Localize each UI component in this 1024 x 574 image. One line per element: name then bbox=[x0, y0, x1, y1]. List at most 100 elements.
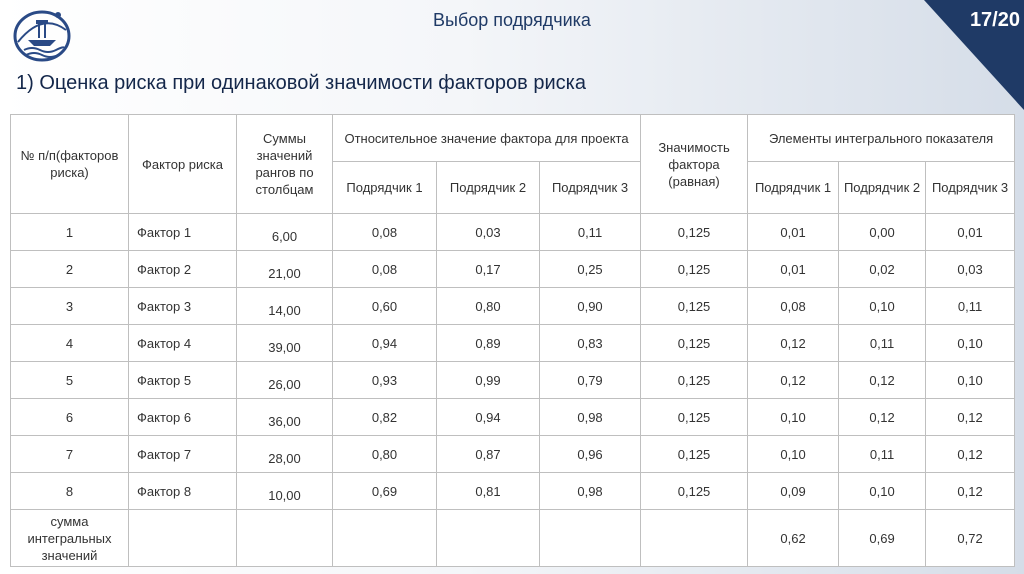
sum-label: сумма интегральных значений bbox=[10, 509, 129, 567]
cell-element-1: 0,01 bbox=[747, 250, 840, 288]
cell-sum: 6,00 bbox=[236, 213, 333, 251]
empty-cell bbox=[236, 509, 333, 567]
table-row: 8 Фактор 8 10,00 0,69 0,81 0,98 0,125 0,… bbox=[10, 472, 1016, 510]
cell-relative-3: 0,83 bbox=[538, 324, 642, 362]
empty-cell bbox=[332, 509, 437, 567]
cell-num: 2 bbox=[10, 250, 129, 288]
cell-element-2: 0,12 bbox=[838, 361, 927, 399]
cell-element-3: 0,11 bbox=[925, 287, 1016, 325]
cell-element-2: 0,12 bbox=[838, 398, 927, 436]
cell-element-2: 0,02 bbox=[838, 250, 927, 288]
cell-factor: Фактор 4 bbox=[128, 324, 237, 362]
header-contractor-3: Подрядчик 3 bbox=[538, 161, 642, 214]
cell-sum: 21,00 bbox=[236, 250, 333, 288]
cell-relative-2: 0,94 bbox=[436, 398, 540, 436]
slide-subtitle: 1) Оценка риска при одинаковой значимост… bbox=[16, 72, 586, 94]
header-factor: Фактор риска bbox=[128, 114, 237, 214]
cell-weight: 0,125 bbox=[640, 435, 749, 473]
cell-relative-3: 0,25 bbox=[538, 250, 642, 288]
cell-relative-3: 0,96 bbox=[538, 435, 642, 473]
table-row: 7 Фактор 7 28,00 0,80 0,87 0,96 0,125 0,… bbox=[10, 435, 1016, 473]
cell-weight: 0,125 bbox=[640, 472, 749, 510]
cell-relative-3: 0,98 bbox=[538, 398, 642, 436]
cell-num: 6 bbox=[10, 398, 129, 436]
cell-factor: Фактор 8 bbox=[128, 472, 237, 510]
cell-num: 8 bbox=[10, 472, 129, 510]
cell-element-2: 0,11 bbox=[838, 435, 927, 473]
cell-factor: Фактор 6 bbox=[128, 398, 237, 436]
cell-num: 3 bbox=[10, 287, 129, 325]
cell-relative-1: 0,08 bbox=[332, 213, 437, 251]
cell-sum: 36,00 bbox=[236, 398, 333, 436]
cell-element-3: 0,10 bbox=[925, 324, 1016, 362]
cell-num: 1 bbox=[10, 213, 129, 251]
cell-element-2: 0,10 bbox=[838, 472, 927, 510]
cell-factor: Фактор 5 bbox=[128, 361, 237, 399]
cell-num: 5 bbox=[10, 361, 129, 399]
cell-element-1: 0,10 bbox=[747, 435, 840, 473]
empty-cell bbox=[538, 509, 642, 567]
cell-sum: 28,00 bbox=[236, 435, 333, 473]
cell-element-1: 0,01 bbox=[747, 213, 840, 251]
table-row: 3 Фактор 3 14,00 0,60 0,80 0,90 0,125 0,… bbox=[10, 287, 1016, 325]
cell-weight: 0,125 bbox=[640, 250, 749, 288]
cell-relative-2: 0,87 bbox=[436, 435, 540, 473]
sum-element-1: 0,62 bbox=[747, 509, 840, 567]
cell-sum: 39,00 bbox=[236, 324, 333, 362]
header-integral-contractor-2: Подрядчик 2 bbox=[838, 161, 927, 214]
cell-factor: Фактор 3 bbox=[128, 287, 237, 325]
cell-factor: Фактор 2 bbox=[128, 250, 237, 288]
cell-relative-2: 0,81 bbox=[436, 472, 540, 510]
cell-factor: Фактор 1 bbox=[128, 213, 237, 251]
cell-relative-1: 0,82 bbox=[332, 398, 437, 436]
table-row: 2 Фактор 2 21,00 0,08 0,17 0,25 0,125 0,… bbox=[10, 250, 1016, 288]
sum-element-2: 0,69 bbox=[838, 509, 927, 567]
header-sums: Суммы значений рангов по столбцам bbox=[236, 114, 333, 214]
cell-element-1: 0,12 bbox=[747, 361, 840, 399]
sum-element-3: 0,72 bbox=[925, 509, 1016, 567]
cell-weight: 0,125 bbox=[640, 324, 749, 362]
header-integral-contractor-1: Подрядчик 1 bbox=[747, 161, 840, 214]
cell-element-3: 0,03 bbox=[925, 250, 1016, 288]
cell-element-2: 0,00 bbox=[838, 213, 927, 251]
cell-relative-3: 0,98 bbox=[538, 472, 642, 510]
header-integral-contractor-3: Подрядчик 3 bbox=[925, 161, 1016, 214]
slide-number: 17/20 bbox=[969, 9, 1020, 31]
cell-relative-3: 0,79 bbox=[538, 361, 642, 399]
cell-relative-1: 0,93 bbox=[332, 361, 437, 399]
cell-num: 4 bbox=[10, 324, 129, 362]
cell-relative-2: 0,03 bbox=[436, 213, 540, 251]
risk-assessment-table: № п/п(факторов риска) Фактор риска Суммы… bbox=[10, 114, 1016, 567]
cell-num: 7 bbox=[10, 435, 129, 473]
cell-element-3: 0,12 bbox=[925, 398, 1016, 436]
header-weight: Значимость фактора (равная) bbox=[640, 114, 749, 214]
cell-element-2: 0,11 bbox=[838, 324, 927, 362]
cell-element-3: 0,12 bbox=[925, 435, 1016, 473]
cell-element-3: 0,10 bbox=[925, 361, 1016, 399]
cell-element-1: 0,08 bbox=[747, 287, 840, 325]
cell-relative-2: 0,99 bbox=[436, 361, 540, 399]
cell-weight: 0,125 bbox=[640, 287, 749, 325]
cell-sum: 26,00 bbox=[236, 361, 333, 399]
table-row: 1 Фактор 1 6,00 0,08 0,03 0,11 0,125 0,0… bbox=[10, 213, 1016, 251]
cell-element-1: 0,09 bbox=[747, 472, 840, 510]
cell-element-2: 0,10 bbox=[838, 287, 927, 325]
cell-weight: 0,125 bbox=[640, 398, 749, 436]
header-integral: Элементы интегрального показателя bbox=[747, 114, 1016, 162]
university-logo-icon bbox=[13, 10, 71, 62]
cell-relative-1: 0,94 bbox=[332, 324, 437, 362]
cell-element-3: 0,12 bbox=[925, 472, 1016, 510]
cell-relative-2: 0,80 bbox=[436, 287, 540, 325]
slide-corner-decoration bbox=[924, 0, 1024, 110]
header-contractor-2: Подрядчик 2 bbox=[436, 161, 540, 214]
header-num: № п/п(факторов риска) bbox=[10, 114, 129, 214]
cell-element-3: 0,01 bbox=[925, 213, 1016, 251]
cell-element-1: 0,12 bbox=[747, 324, 840, 362]
cell-relative-3: 0,11 bbox=[538, 213, 642, 251]
cell-relative-2: 0,89 bbox=[436, 324, 540, 362]
cell-relative-1: 0,80 bbox=[332, 435, 437, 473]
cell-weight: 0,125 bbox=[640, 361, 749, 399]
header-contractor-1: Подрядчик 1 bbox=[332, 161, 437, 214]
header-relative: Относительное значение фактора для проек… bbox=[331, 114, 642, 162]
table-row: 4 Фактор 4 39,00 0,94 0,89 0,83 0,125 0,… bbox=[10, 324, 1016, 362]
